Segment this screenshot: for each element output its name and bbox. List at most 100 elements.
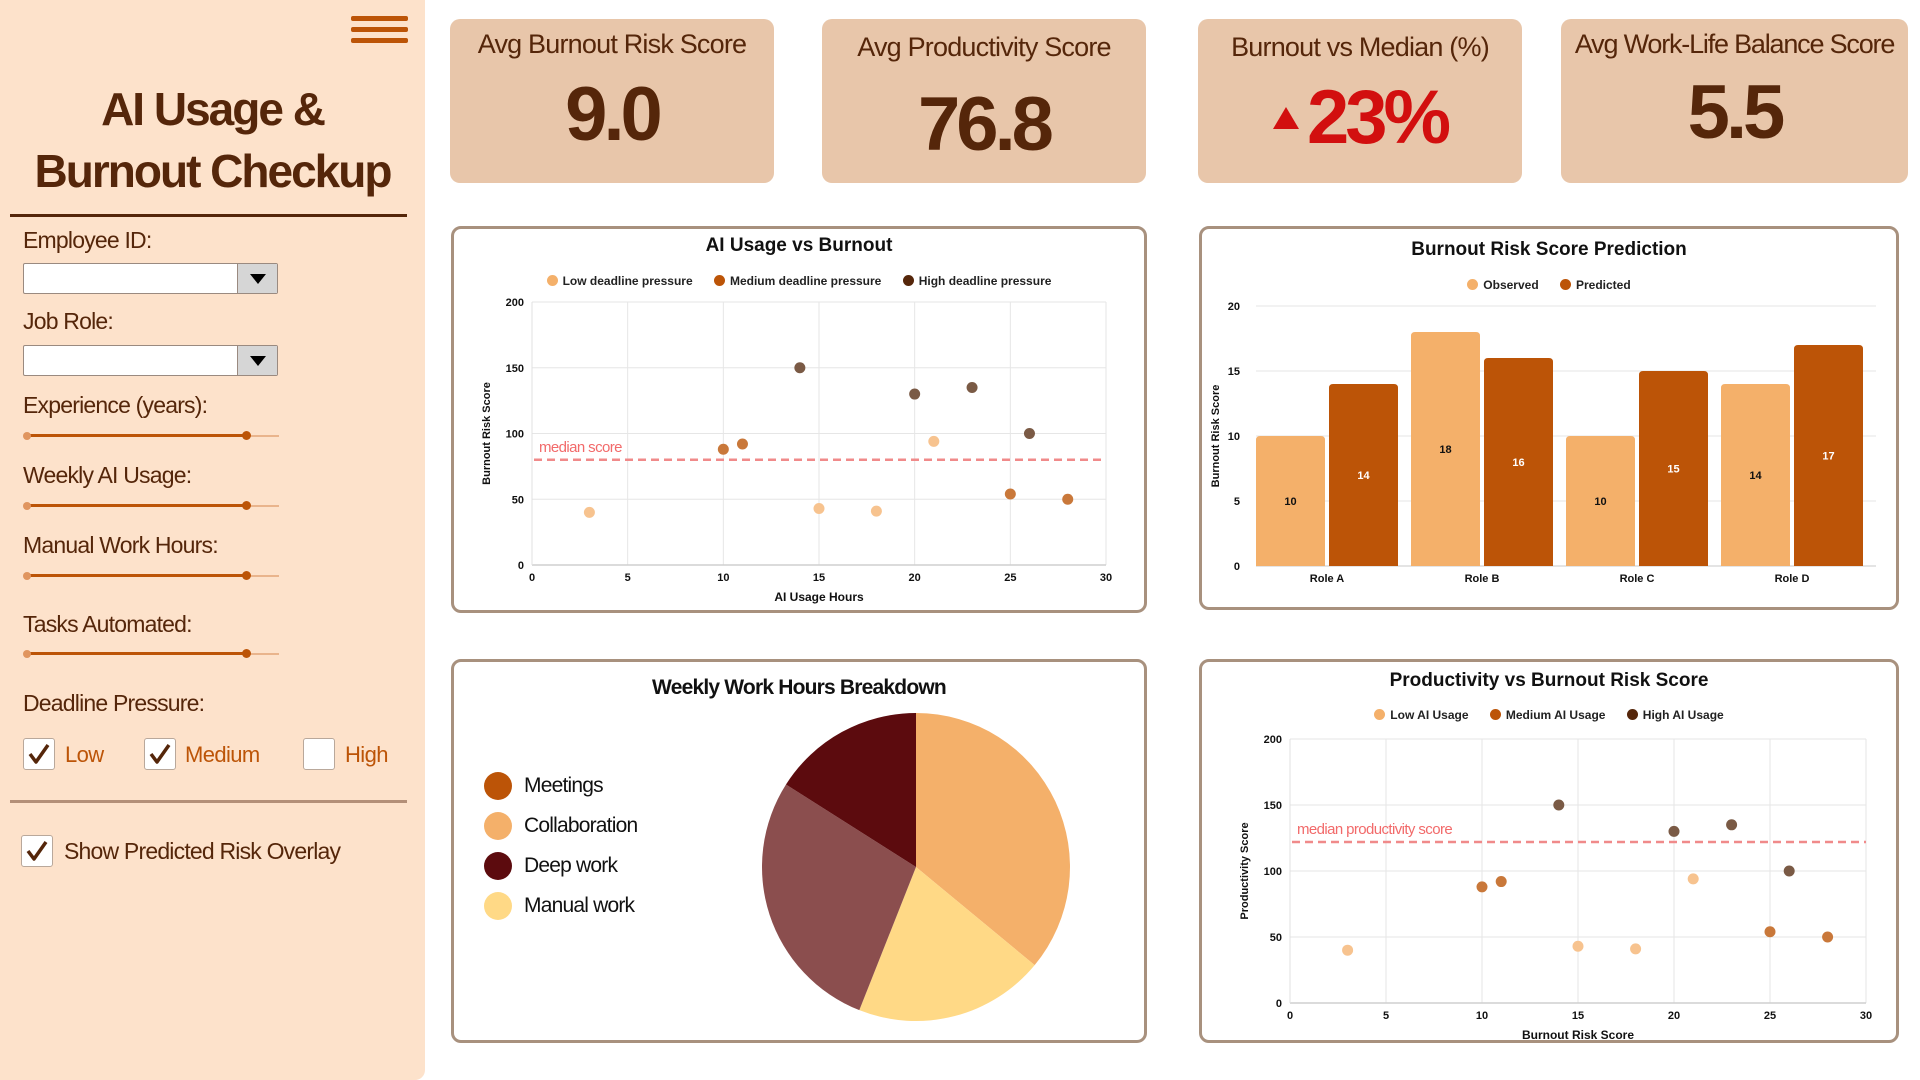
legend-item[interactable]: Low deadline pressure [546,274,693,288]
kpi-label: Avg Productivity Score [857,32,1111,62]
x-tick-label: 0 [1287,1010,1293,1022]
x-tick-label: 20 [909,572,921,584]
data-point [583,506,595,518]
x-tick-label: Role B [1465,573,1500,585]
weekly-ai-usage-slider[interactable] [23,500,279,512]
pie-slice [785,713,916,867]
y-tick-label: 0 [518,560,524,572]
data-point [1023,428,1035,439]
deadline-low-label: Low [65,742,104,767]
data-point [1495,876,1507,888]
legend-item[interactable]: Observed [1467,278,1539,292]
bar [1256,436,1325,566]
y-tick-label: 100 [1264,866,1282,878]
slider-thumb[interactable] [242,649,252,658]
bar-chart: 0 5 10 15 20 Burnout Risk Score 10 14 Role A 18 16… [1210,301,1876,585]
data-point [1062,493,1074,505]
manual-work-hours-label: Manual Work Hours: [23,532,219,558]
deadline-low-checkbox[interactable] [23,738,55,770]
kpi-value: 76.8 [918,82,1054,167]
checkmark-icon [149,743,171,764]
weekly-hours-card: Weekly Work Hours Breakdown Meetings Col… [451,659,1147,1043]
slider-thumb[interactable] [242,431,252,440]
sidebar-divider [10,800,407,803]
legend-dot-icon [1560,279,1571,290]
x-tick-label: Role A [1310,573,1344,585]
dropdown-arrow[interactable] [237,346,277,375]
slider-thumb[interactable] [242,501,252,510]
hamburger-icon[interactable] [351,16,408,44]
bar-value-label: 10 [1594,496,1606,508]
data-point [1342,944,1354,956]
x-tick-label: 5 [625,572,631,584]
kpi-avg-productivity: Avg Productivity Score 76.8 [822,19,1146,183]
tasks-automated-slider[interactable] [23,648,279,660]
app-title-line1: AI Usage & [101,83,326,135]
y-axis-label: Productivity Score [1239,822,1251,919]
dropdown-arrow[interactable] [237,264,277,293]
pie-slice [762,784,916,1011]
legend-item[interactable]: High deadline pressure [902,274,1051,288]
legend-label: High AI Usage [1642,708,1724,722]
manual-work-hours-slider[interactable] [23,570,279,582]
legend-item[interactable]: Predicted [1560,278,1631,292]
deadline-high-checkbox[interactable] [303,738,335,770]
legend-label: Meetings [524,774,604,797]
y-tick-label: 15 [1228,366,1240,378]
employee-id-select[interactable] [23,263,278,294]
y-tick-label: 100 [506,429,524,441]
legend-dot-icon [484,892,512,920]
bar-value-label: 17 [1822,451,1834,463]
bar [1329,384,1398,566]
x-tick-label: 10 [717,572,729,584]
legend-item[interactable]: Medium AI Usage [1489,708,1605,722]
bar [1639,371,1708,566]
legend-label: Predicted [1576,278,1631,292]
legend-item[interactable]: High AI Usage [1626,708,1724,722]
bar [1411,332,1480,566]
experience-slider[interactable] [23,430,279,442]
app-title-line2: Burnout Checkup [34,145,393,197]
slider-thumb[interactable] [242,571,252,580]
kpi-avg-burnout: Avg Burnout Risk Score 9.0 [450,19,774,183]
deadline-pressure-label: Deadline Pressure: [23,690,205,716]
legend-dot-icon [546,275,558,286]
data-point [736,438,748,450]
median-label: median score [539,439,622,456]
deadline-medium-label: Medium [185,742,260,767]
checkmark-icon [28,743,50,764]
show-overlay-checkbox[interactable] [21,835,53,867]
x-tick-label: 20 [1668,1010,1680,1022]
checkmark-icon [26,840,48,861]
data-point [1476,881,1488,893]
y-tick-label: 0 [1234,561,1240,573]
chart-legend: Low AI Usage Medium AI Usage High AI Usa… [1202,708,1896,722]
data-point [1822,931,1834,943]
legend-item[interactable]: Medium deadline pressure [713,274,881,288]
data-point [813,502,825,514]
bar [1721,384,1790,566]
triangle-up-icon [1272,107,1299,129]
productivity-vs-burnout-card: Productivity vs Burnout Risk Score Low A… [1199,659,1899,1043]
job-role-select[interactable] [23,345,278,376]
deadline-high-label: High [345,742,388,767]
legend-dot-icon [484,852,512,880]
x-tick-label: 25 [1764,1010,1776,1022]
bar-value-label: 10 [1284,496,1296,508]
y-tick-label: 5 [1234,496,1240,508]
legend-label: Collaboration [524,814,638,837]
deadline-medium-checkbox[interactable] [144,738,176,770]
data-point [1004,488,1016,500]
legend-label: Manual work [524,894,635,917]
employee-id-label: Employee ID: [23,227,152,253]
data-point [794,362,806,374]
legend-item[interactable]: Low AI Usage [1374,708,1469,722]
legend-label: Low AI Usage [1390,708,1469,722]
legend-label: Low deadline pressure [562,274,693,288]
x-tick-label: 10 [1476,1010,1488,1022]
x-tick-label: Role D [1775,573,1810,585]
data-point [717,443,729,455]
y-tick-label: 10 [1228,431,1240,443]
bar-value-label: 14 [1749,470,1762,482]
